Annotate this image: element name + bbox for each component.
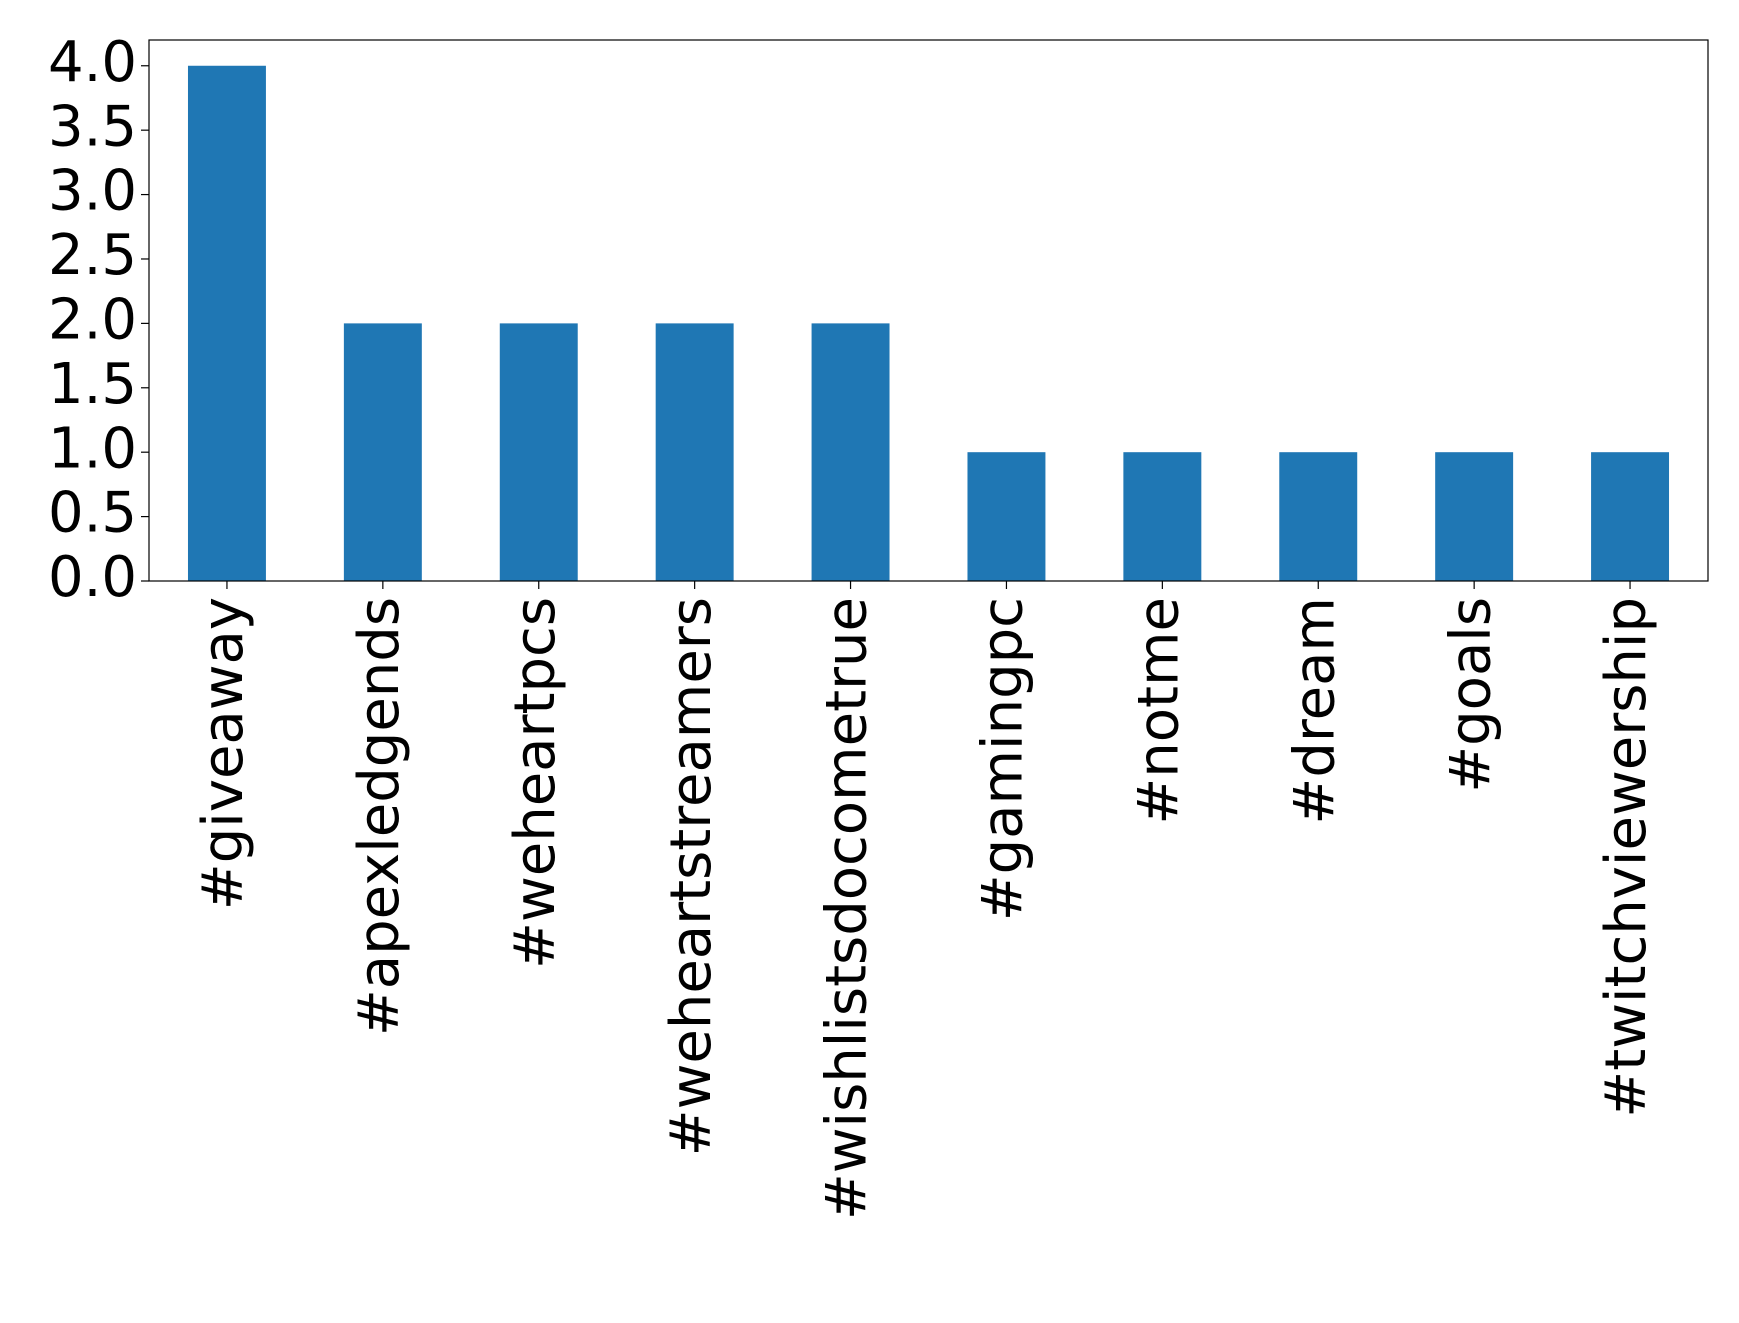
bar xyxy=(1123,452,1202,581)
x-tick-label: #gamingpc xyxy=(971,597,1036,921)
y-tick-label: 1.0 xyxy=(48,416,137,481)
bar xyxy=(499,323,578,581)
x-tick-label: #goals xyxy=(1438,597,1503,793)
x-tick-label: #weheartpcs xyxy=(503,597,568,969)
plot-frame xyxy=(148,39,1709,582)
bar xyxy=(343,323,422,581)
x-tick-label: #wishlistsdocometrue xyxy=(815,597,880,1220)
x-tick-label: #notme xyxy=(1126,597,1191,825)
x-tick-label: #giveaway xyxy=(191,597,256,910)
bar xyxy=(967,452,1046,581)
x-tick-label: #dream xyxy=(1282,597,1347,825)
bar xyxy=(811,323,890,581)
bar xyxy=(655,323,734,581)
y-tick-label: 1.5 xyxy=(48,352,137,417)
y-tick-label: 2.0 xyxy=(48,288,137,353)
x-tick-label: #apexledgends xyxy=(347,597,412,1036)
y-tick-label: 3.0 xyxy=(48,159,137,224)
x-tick-label: #weheartstreamers xyxy=(659,597,724,1156)
x-tick-label: #twitchviewership xyxy=(1594,597,1659,1118)
bar xyxy=(1591,452,1670,581)
bar xyxy=(1435,452,1514,581)
bar xyxy=(1279,452,1358,581)
bar xyxy=(187,65,266,581)
y-tick-label: 0.0 xyxy=(48,545,137,610)
y-tick-label: 2.5 xyxy=(48,223,137,288)
y-tick-label: 4.0 xyxy=(48,30,137,95)
y-tick-label: 3.5 xyxy=(48,94,137,159)
y-tick-label: 0.5 xyxy=(48,481,137,546)
